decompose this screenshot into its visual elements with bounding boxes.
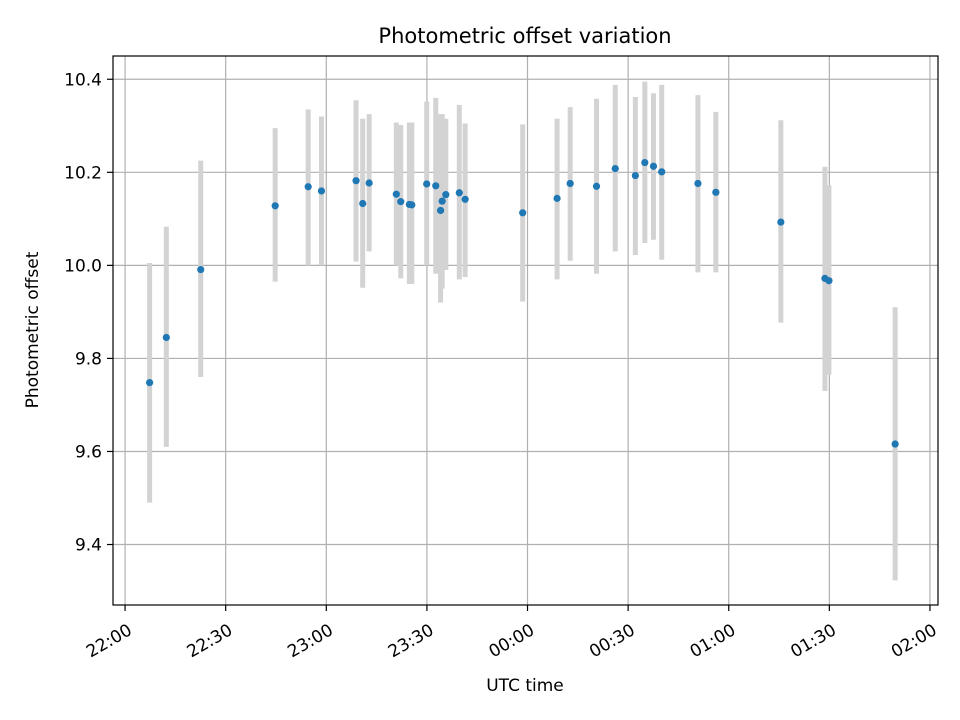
- data-point: [397, 198, 405, 206]
- y-tick-label: 9.4: [75, 536, 102, 556]
- data-point: [146, 379, 154, 387]
- x-axis-title: UTC time: [486, 676, 564, 696]
- data-point: [712, 188, 720, 196]
- data-point: [649, 162, 658, 170]
- data-point: [271, 202, 279, 210]
- y-axis-title: Photometric offset: [23, 251, 43, 408]
- data-point: [304, 183, 312, 191]
- y-tick-label: 10.0: [64, 256, 102, 276]
- y-tick-label: 10.2: [64, 163, 102, 183]
- data-point: [777, 218, 785, 226]
- data-point: [592, 182, 601, 190]
- data-point: [455, 189, 463, 197]
- data-point: [658, 168, 666, 176]
- y-tick-label: 9.8: [75, 349, 102, 369]
- data-point: [365, 179, 373, 187]
- data-points: [146, 158, 899, 448]
- data-point: [566, 179, 574, 188]
- y-tick-label: 10.4: [64, 70, 102, 90]
- data-point: [423, 180, 431, 188]
- chart-title: Photometric offset variation: [378, 24, 671, 48]
- data-point: [553, 194, 561, 202]
- plot-area-frame: [112, 55, 939, 606]
- data-point: [438, 197, 446, 205]
- data-point: [352, 177, 360, 185]
- data-point: [641, 158, 649, 167]
- data-point: [359, 199, 367, 208]
- grid: [113, 56, 938, 605]
- data-point: [611, 164, 619, 173]
- data-point: [891, 440, 899, 448]
- data-point: [519, 209, 527, 217]
- data-point: [392, 190, 400, 198]
- data-point: [825, 277, 833, 285]
- data-point: [694, 179, 702, 188]
- data-point: [408, 201, 416, 209]
- y-tick-label: 9.6: [75, 442, 102, 462]
- data-point: [461, 195, 469, 203]
- data-point: [432, 182, 440, 190]
- data-point: [317, 187, 326, 195]
- data-point: [436, 206, 445, 215]
- data-point: [631, 171, 639, 180]
- data-point: [162, 333, 170, 342]
- data-point: [442, 191, 450, 199]
- data-point: [197, 265, 205, 274]
